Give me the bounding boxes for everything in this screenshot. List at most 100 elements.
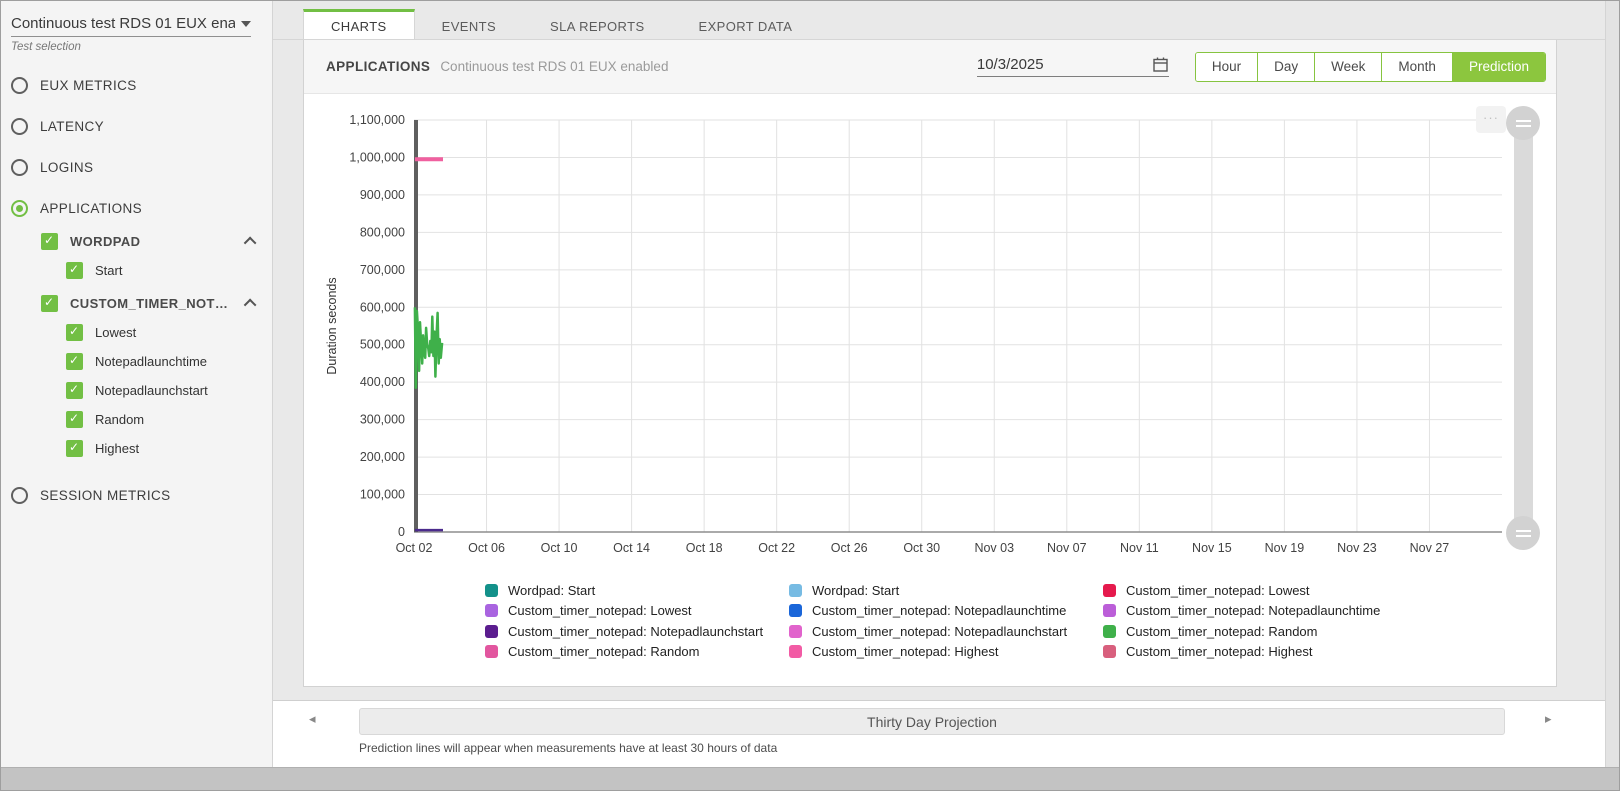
- group-wordpad[interactable]: WORDPAD: [41, 233, 262, 250]
- sidebar-item-applications[interactable]: APPLICATIONS: [11, 200, 272, 217]
- radio-icon: [11, 487, 28, 504]
- checkbox-checked-icon[interactable]: [66, 382, 83, 399]
- legend-swatch-icon: [789, 584, 802, 597]
- applications-chart: 0100,000200,000300,000400,000500,000600,…: [304, 94, 1558, 574]
- legend-column: Wordpad: StartCustom_timer_notepad: Note…: [789, 580, 1067, 662]
- legend-item[interactable]: Custom_timer_notepad: Notepadlaunchstart: [789, 621, 1067, 642]
- calendar-icon[interactable]: [1152, 56, 1169, 73]
- svg-text:100,000: 100,000: [360, 488, 405, 502]
- tab-events[interactable]: EVENTS: [415, 9, 523, 40]
- projection-prev-arrow[interactable]: [309, 711, 316, 727]
- svg-text:Nov 23: Nov 23: [1337, 541, 1377, 555]
- measurement-label: Random: [95, 412, 144, 427]
- legend-item[interactable]: Custom_timer_notepad: Highest: [789, 642, 1067, 663]
- prediction-button[interactable]: Prediction: [1452, 53, 1545, 81]
- measurement-notepadlaunchstart[interactable]: Notepadlaunchstart: [66, 382, 272, 399]
- legend-item[interactable]: Custom_timer_notepad: Lowest: [485, 601, 763, 622]
- legend-swatch-icon: [1103, 645, 1116, 658]
- legend-item[interactable]: Custom_timer_notepad: Notepadlaunchstart: [485, 621, 763, 642]
- sidebar-item-logins[interactable]: LOGINS: [11, 159, 272, 176]
- test-selection-dropdown[interactable]: Continuous test RDS 01 EUX ena…: [11, 15, 251, 37]
- projection-bar[interactable]: Thirty Day Projection: [359, 708, 1505, 735]
- slider-handle-bottom[interactable]: [1506, 516, 1540, 550]
- sidebar-label: EUX METRICS: [40, 78, 137, 93]
- measurement-random[interactable]: Random: [66, 411, 272, 428]
- measurement-notepadlaunchtime[interactable]: Notepadlaunchtime: [66, 353, 272, 370]
- legend-item[interactable]: Custom_timer_notepad: Notepadlaunchtime: [1103, 601, 1380, 622]
- checkbox-checked-icon[interactable]: [66, 411, 83, 428]
- sidebar-item-eux-metrics[interactable]: EUX METRICS: [11, 77, 272, 94]
- day-button[interactable]: Day: [1257, 53, 1314, 81]
- chevron-down-icon: [241, 21, 251, 27]
- measurement-highest[interactable]: Highest: [66, 440, 272, 457]
- svg-text:Oct 06: Oct 06: [468, 541, 505, 555]
- legend-item[interactable]: Custom_timer_notepad: Notepadlaunchtime: [789, 601, 1067, 622]
- test-selection-helper: Test selection: [11, 41, 272, 53]
- vertical-scrollbar[interactable]: [1605, 1, 1620, 767]
- chart-menu-button[interactable]: [1476, 106, 1506, 133]
- y-axis-zoom-slider: [1514, 106, 1533, 550]
- month-button[interactable]: Month: [1381, 53, 1452, 81]
- sidebar-label: LATENCY: [40, 119, 104, 134]
- sidebar-item-session-metrics[interactable]: SESSION METRICS: [11, 487, 272, 504]
- slider-track[interactable]: [1514, 120, 1533, 536]
- legend-label: Wordpad: Start: [508, 583, 595, 598]
- checkbox-checked-icon[interactable]: [66, 262, 83, 279]
- checkbox-checked-icon[interactable]: [66, 440, 83, 457]
- legend-item[interactable]: Wordpad: Start: [485, 580, 763, 601]
- legend-item[interactable]: Custom_timer_notepad: Lowest: [1103, 580, 1380, 601]
- legend-item[interactable]: Custom_timer_notepad: Random: [485, 642, 763, 663]
- svg-text:Duration seconds: Duration seconds: [325, 277, 339, 374]
- slider-handle-top[interactable]: [1506, 106, 1540, 140]
- application-window: Continuous test RDS 01 EUX ena… Test sel…: [0, 0, 1620, 791]
- bottom-window-strip: [1, 767, 1620, 791]
- tab-export-data[interactable]: EXPORT DATA: [672, 9, 820, 40]
- measurement-start[interactable]: Start: [66, 262, 272, 279]
- svg-text:Oct 26: Oct 26: [831, 541, 868, 555]
- measurement-label: Notepadlaunchstart: [95, 383, 208, 398]
- legend-item[interactable]: Wordpad: Start: [789, 580, 1067, 601]
- legend-label: Custom_timer_notepad: Random: [1126, 624, 1318, 639]
- legend-label: Custom_timer_notepad: Random: [508, 644, 700, 659]
- tab-label: CHARTS: [331, 19, 387, 34]
- checkbox-checked-icon[interactable]: [66, 324, 83, 341]
- sidebar-item-latency[interactable]: LATENCY: [11, 118, 272, 135]
- svg-text:Oct 30: Oct 30: [903, 541, 940, 555]
- tab-charts[interactable]: CHARTS: [303, 9, 415, 40]
- chart-panel-header: APPLICATIONS Continuous test RDS 01 EUX …: [304, 40, 1556, 94]
- projection-note: Prediction lines will appear when measur…: [359, 741, 777, 755]
- week-button[interactable]: Week: [1314, 53, 1381, 81]
- checkbox-checked-icon[interactable]: [41, 295, 58, 312]
- hour-button[interactable]: Hour: [1196, 53, 1257, 81]
- legend-column: Custom_timer_notepad: Lowest Custom_timer…: [1103, 580, 1380, 662]
- group-label: CUSTOM_TIMER_NOT…: [70, 296, 247, 311]
- svg-text:800,000: 800,000: [360, 225, 405, 239]
- legend-item[interactable]: Custom_timer_notepad: Random: [1103, 621, 1380, 642]
- measurement-lowest[interactable]: Lowest: [66, 324, 272, 341]
- projection-next-arrow[interactable]: [1545, 711, 1552, 727]
- legend-label: Custom_timer_notepad: Notepadlaunchstart: [508, 624, 763, 639]
- legend-swatch-icon: [485, 625, 498, 638]
- group-label: WORDPAD: [70, 234, 247, 249]
- chart-panel: APPLICATIONS Continuous test RDS 01 EUX …: [303, 40, 1557, 687]
- tab-sla-reports[interactable]: SLA REPORTS: [523, 9, 671, 40]
- projection-title: Thirty Day Projection: [867, 714, 997, 730]
- page-title: APPLICATIONS: [326, 59, 430, 74]
- checkbox-checked-icon[interactable]: [66, 353, 83, 370]
- tab-bar: CHARTS EVENTS SLA REPORTS EXPORT DATA: [303, 9, 819, 40]
- legend-item[interactable]: Custom_timer_notepad: Highest: [1103, 642, 1380, 663]
- legend-label: Custom_timer_notepad: Lowest: [508, 603, 692, 618]
- date-input[interactable]: [977, 56, 1127, 73]
- group-custom-timer-notepad[interactable]: CUSTOM_TIMER_NOT…: [41, 295, 262, 312]
- legend-swatch-icon: [789, 645, 802, 658]
- svg-text:Oct 02: Oct 02: [396, 541, 433, 555]
- svg-text:Nov 15: Nov 15: [1192, 541, 1232, 555]
- radio-selected-icon: [11, 200, 28, 217]
- svg-text:1,000,000: 1,000,000: [349, 150, 405, 164]
- svg-text:700,000: 700,000: [360, 263, 405, 277]
- svg-text:Nov 27: Nov 27: [1410, 541, 1450, 555]
- checkbox-checked-icon[interactable]: [41, 233, 58, 250]
- svg-text:Oct 10: Oct 10: [541, 541, 578, 555]
- legend-label: Custom_timer_notepad: Lowest: [1126, 583, 1310, 598]
- legend-swatch-icon: [789, 625, 802, 638]
